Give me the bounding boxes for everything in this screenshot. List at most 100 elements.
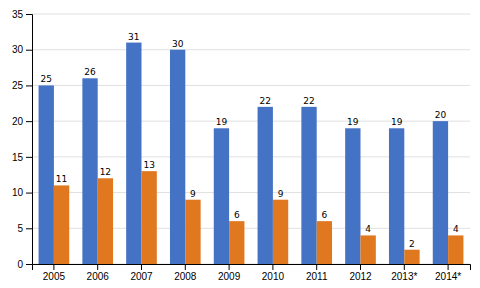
x-tick: 2006 xyxy=(87,264,110,282)
bars xyxy=(39,43,464,264)
data-label: 19 xyxy=(347,117,359,127)
data-label: 4 xyxy=(453,224,459,234)
grid xyxy=(32,14,470,264)
bar xyxy=(126,43,141,264)
x-tick: 2010 xyxy=(262,264,285,282)
x-tick: 2011 xyxy=(306,264,328,282)
data-label: 25 xyxy=(41,74,52,84)
y-tick-label: 25 xyxy=(12,80,24,91)
y-tick: 30 xyxy=(12,44,32,55)
bar xyxy=(142,171,157,264)
data-label: 26 xyxy=(84,67,96,77)
x-tick: 2009 xyxy=(218,264,241,282)
x-tick-mark xyxy=(185,264,186,270)
y-tick: 0 xyxy=(17,259,32,270)
x-tick-label: 2010 xyxy=(262,271,285,282)
chart: 0510152025303520052006200720082009201020… xyxy=(0,0,480,288)
bar xyxy=(448,235,463,264)
x-tick-mark xyxy=(448,264,449,270)
y-tick-mark xyxy=(26,14,32,15)
data-label: 9 xyxy=(278,189,284,199)
data-label: 6 xyxy=(234,210,240,220)
x-tick-mark xyxy=(316,264,317,270)
bar-series xyxy=(39,43,449,264)
x-tick-mark xyxy=(141,264,142,270)
bar xyxy=(54,185,69,264)
bar xyxy=(404,250,419,264)
x-tick-mark xyxy=(97,264,98,270)
y-tick-mark xyxy=(26,85,32,86)
y-tick: 15 xyxy=(12,152,32,163)
x-tick-label: 2007 xyxy=(130,271,153,282)
y-tick-label: 15 xyxy=(12,152,24,163)
x-tick-label: 2012 xyxy=(349,271,372,282)
bar xyxy=(361,235,376,264)
bar xyxy=(345,128,360,264)
x-axis-line xyxy=(33,265,471,271)
data-label: 19 xyxy=(216,117,228,127)
x-tick-label: 2006 xyxy=(87,271,110,282)
y-tick-mark xyxy=(26,157,32,158)
x-tick: 2007 xyxy=(130,264,153,282)
y-tick: 5 xyxy=(17,223,32,234)
y-axis-line xyxy=(26,15,33,265)
y-tick: 20 xyxy=(12,116,32,127)
bar xyxy=(82,78,97,264)
bar xyxy=(273,200,288,264)
x-tick: 2008 xyxy=(174,264,197,282)
bar xyxy=(39,85,54,264)
y-tick-mark xyxy=(26,228,32,229)
bar xyxy=(185,200,200,264)
grid-line xyxy=(32,49,470,50)
data-label: 9 xyxy=(190,189,196,199)
x-tick-mark xyxy=(404,264,405,270)
y-tick-mark xyxy=(26,121,32,122)
data-label: 4 xyxy=(365,224,371,234)
data-label: 2 xyxy=(409,239,415,249)
y-tick: 10 xyxy=(12,187,32,198)
data-label: 30 xyxy=(172,39,184,49)
x-tick: 2013* xyxy=(391,264,417,282)
bar xyxy=(317,221,332,264)
x-axis: 2005 2006 2007 2008 2009 2010 2011 2012 2013* 201… xyxy=(33,264,471,282)
x-tick-label: 2008 xyxy=(174,271,197,282)
bar-series xyxy=(54,171,464,264)
y-tick-label: 20 xyxy=(12,116,24,127)
bar xyxy=(389,128,404,264)
bar xyxy=(258,107,273,264)
x-tick-mark xyxy=(229,264,230,270)
x-tick: 2005 xyxy=(43,264,66,282)
x-tick-label: 2009 xyxy=(218,271,241,282)
y-tick-mark xyxy=(26,264,32,265)
y-tick-mark xyxy=(26,193,32,194)
bar xyxy=(170,50,185,264)
bar xyxy=(98,178,113,264)
y-tick: 35 xyxy=(12,9,32,20)
data-label: 22 xyxy=(303,96,314,106)
data-label: 6 xyxy=(321,210,327,220)
x-tick-mark xyxy=(272,264,273,270)
bar xyxy=(214,128,229,264)
data-label: 13 xyxy=(143,160,154,170)
y-tick: 25 xyxy=(12,80,32,91)
x-tick-mark xyxy=(360,264,361,270)
data-label: 19 xyxy=(391,117,403,127)
bar xyxy=(433,121,448,264)
x-tick-mark xyxy=(53,264,54,270)
y-axis: 0 5 10 15 20 25 30 35 xyxy=(12,9,33,270)
data-labels: 252631301922221919201112139696424 xyxy=(41,32,459,249)
data-label: 22 xyxy=(260,96,271,106)
y-tick-mark xyxy=(26,50,32,51)
bar xyxy=(301,107,316,264)
data-label: 20 xyxy=(435,110,447,120)
y-tick-label: 0 xyxy=(17,259,23,270)
x-tick-label: 2011 xyxy=(306,271,328,282)
x-tick-label: 2014* xyxy=(435,271,461,282)
plot: 0510152025303520052006200720082009201020… xyxy=(12,9,471,282)
grid-line xyxy=(32,14,470,15)
data-label: 11 xyxy=(56,174,67,184)
y-tick-label: 30 xyxy=(12,44,24,55)
data-label: 31 xyxy=(128,32,139,42)
x-tick: 2012 xyxy=(349,264,372,282)
y-tick-label: 10 xyxy=(12,187,24,198)
